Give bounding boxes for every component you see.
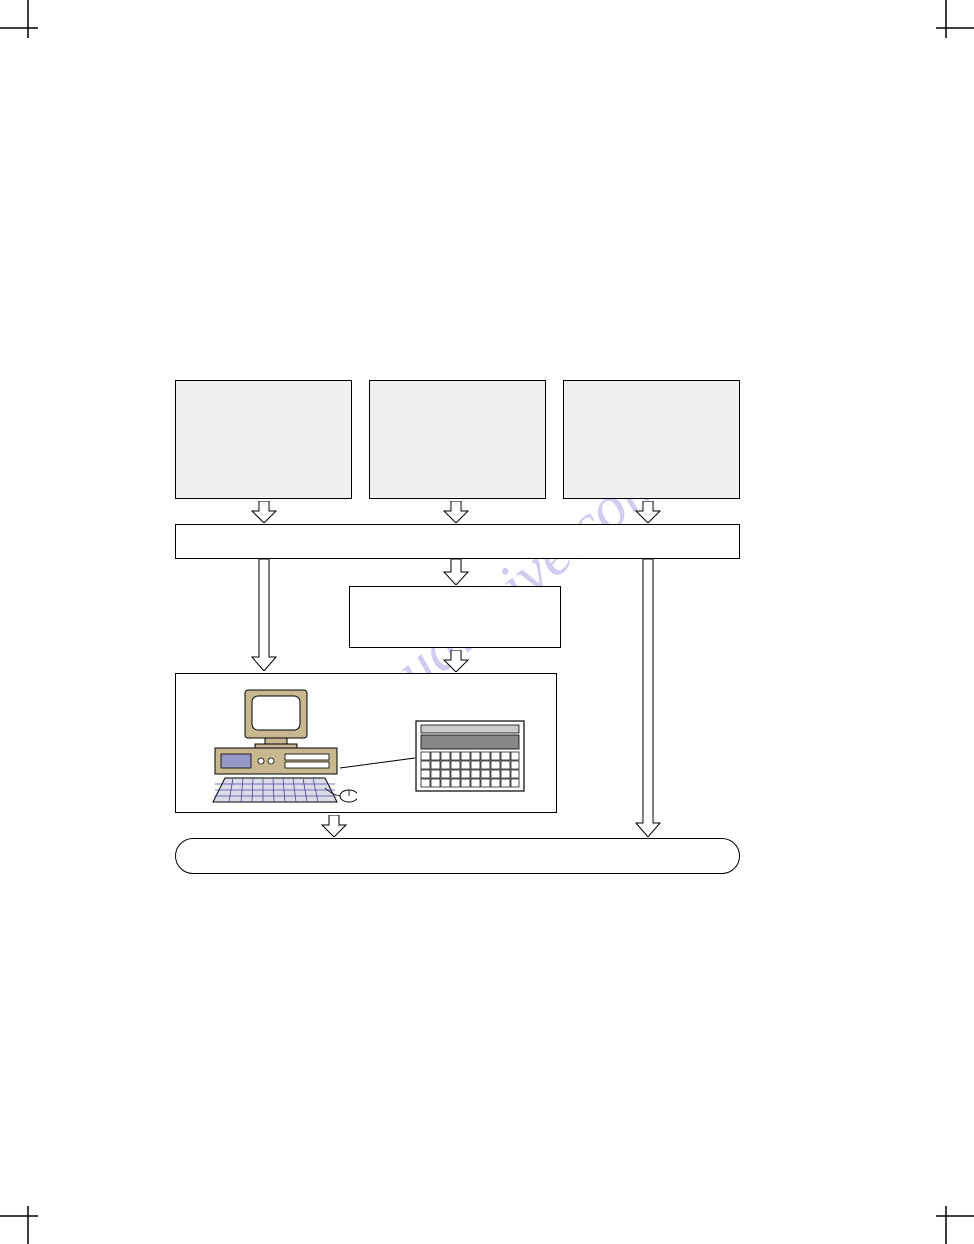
arrow-c — [633, 501, 663, 523]
crop-mark-tl — [0, 0, 70, 70]
merge-bar — [175, 524, 740, 559]
calculator-icon — [415, 720, 525, 797]
flow-diagram — [175, 370, 755, 880]
input-box-c — [563, 380, 740, 499]
long-arrow-left — [249, 559, 279, 676]
arrow-b — [441, 501, 471, 523]
result-bar — [175, 838, 740, 874]
input-box-a — [175, 380, 352, 499]
long-arrow-right — [633, 559, 663, 842]
crop-mark-tr — [904, 0, 974, 70]
arrow-a — [249, 501, 279, 523]
crop-mark-br — [904, 1174, 974, 1244]
arrow-result — [319, 815, 349, 837]
input-box-b — [369, 380, 546, 499]
arrow-mid — [441, 650, 471, 672]
mid-box — [349, 586, 561, 648]
crop-mark-bl — [0, 1174, 70, 1244]
